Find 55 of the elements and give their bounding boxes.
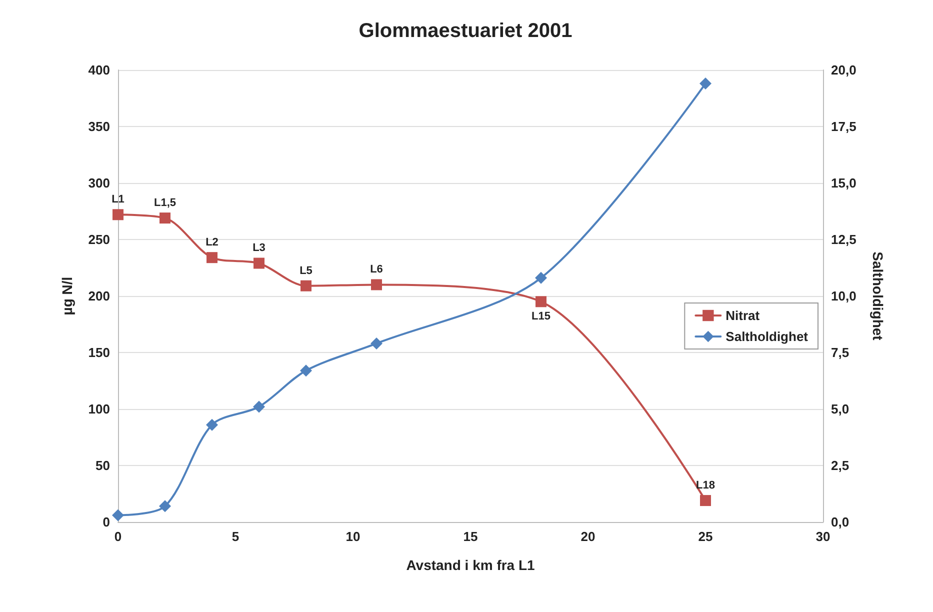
point <box>253 400 265 413</box>
legend-label: Nitrat <box>726 308 760 323</box>
chart-title: Glommaestuariet 2001 <box>358 20 572 42</box>
annotation: L1 <box>112 194 124 206</box>
x-tick-label: 30 <box>816 529 830 544</box>
y-tick-label: 250 <box>88 232 110 247</box>
point <box>112 209 124 220</box>
y2-tick-label: 2,5 <box>831 458 850 473</box>
y2-tick-label: 10,0 <box>831 288 856 304</box>
point <box>159 500 171 512</box>
x-tick-label: 15 <box>463 529 478 544</box>
y-tick-label: 300 <box>88 176 110 190</box>
point <box>370 337 382 350</box>
point <box>206 418 218 431</box>
y-tick-label: 50 <box>96 458 110 473</box>
y-tick-label: 350 <box>88 119 110 134</box>
annotation: L3 <box>252 242 266 254</box>
annotation: L2 <box>206 236 218 249</box>
annotation: L5 <box>300 264 312 277</box>
point <box>300 364 312 377</box>
y-tick-label: 100 <box>88 402 110 416</box>
y2-tick-label: 0,0 <box>831 514 850 530</box>
annotation: L18 <box>696 480 715 492</box>
point <box>160 212 170 224</box>
y2-tick-label: 12,5 <box>831 232 856 247</box>
point <box>371 279 382 290</box>
point <box>536 296 546 308</box>
annotation: L6 <box>370 264 383 276</box>
point <box>254 258 264 269</box>
y-tick-label: 0 <box>102 514 110 530</box>
annotation: L1,5 <box>154 197 176 210</box>
x-axis-title: Avstand i km fra L1 <box>406 557 536 573</box>
y2-tick-label: 20,0 <box>831 62 856 78</box>
point <box>535 272 547 284</box>
y-tick-label: 200 <box>88 288 110 304</box>
x-tick-label: 20 <box>580 529 596 544</box>
point <box>300 280 312 292</box>
x-tick-label: 25 <box>698 529 713 544</box>
annotation: L15 <box>532 310 550 323</box>
legend-label: Saltholdighet <box>726 329 809 344</box>
point <box>206 252 218 264</box>
y-axis-title: µg N/l <box>59 276 75 316</box>
y2-tick-label: 15,0 <box>831 176 856 190</box>
y2-tick-label: 7,5 <box>831 345 850 360</box>
y2-tick-label: 5,0 <box>831 402 850 416</box>
x-tick-label: 0 <box>114 529 122 544</box>
y2-tick-label: 17,5 <box>831 119 856 134</box>
y-tick-label: 150 <box>88 345 110 360</box>
point <box>112 509 124 522</box>
point <box>700 78 712 90</box>
y-tick-label: 400 <box>88 62 110 78</box>
x-tick-label: 5 <box>232 529 240 544</box>
point <box>700 495 711 506</box>
x-tick-label: 10 <box>346 529 360 544</box>
y2-axis-title: Saltholdighet <box>870 252 886 341</box>
